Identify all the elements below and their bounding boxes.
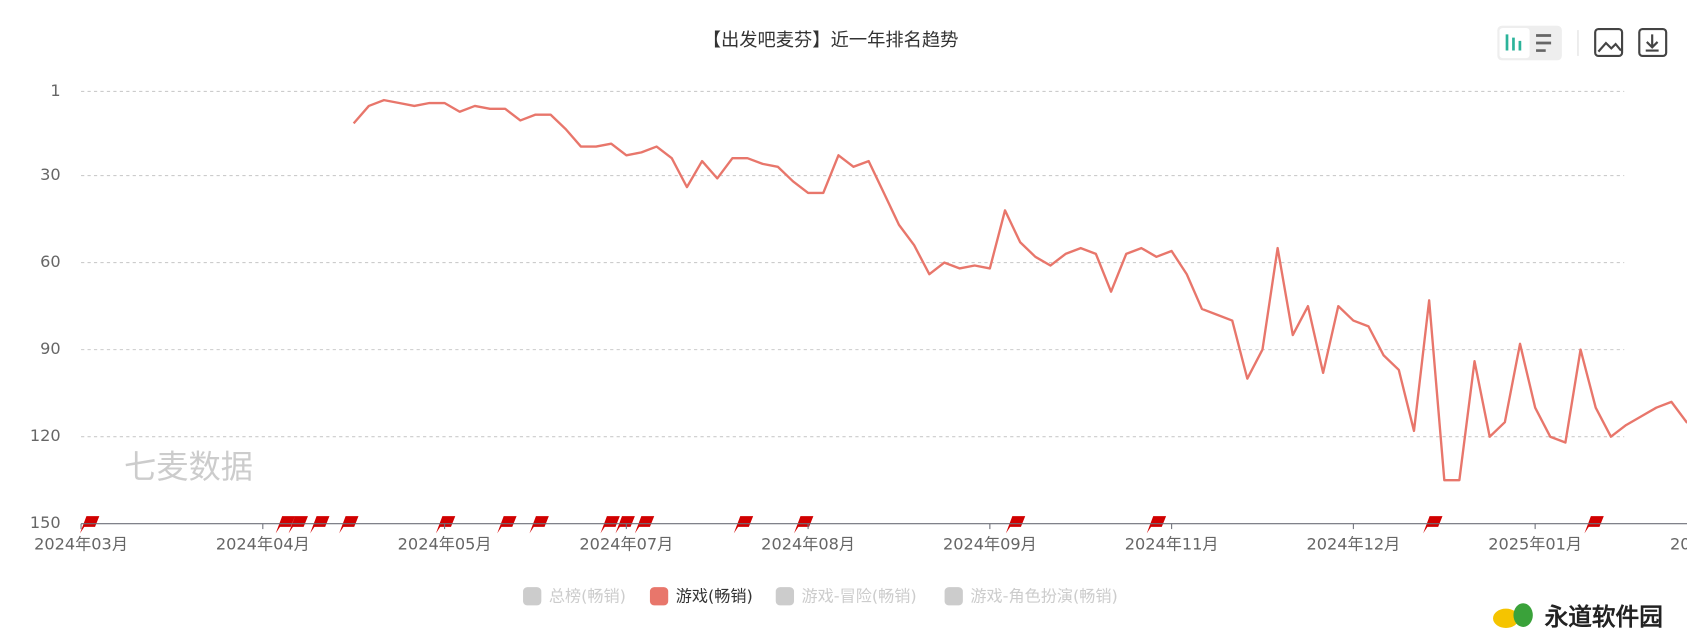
x-tick-label: 2024年09月 xyxy=(943,535,1037,554)
x-tick-label: 2024年08月 xyxy=(761,535,855,554)
list-icon[interactable] xyxy=(1536,34,1552,52)
image-btn[interactable] xyxy=(1594,27,1624,57)
x-tick-label: 2024年12月 xyxy=(1306,535,1400,554)
series-line xyxy=(352,98,1687,482)
legend-label[interactable]: 游戏-角色扮演(畅销) xyxy=(970,586,1117,605)
toolbar xyxy=(1497,25,1668,61)
x-tick-label: 2024年05月 xyxy=(398,535,492,554)
legend-label[interactable]: 游戏-冒险(畅销) xyxy=(802,586,917,605)
brand-logo: 永道软件园 xyxy=(1493,603,1663,631)
brand-name: 永道软件园 xyxy=(1545,603,1663,631)
legend-swatch xyxy=(944,587,963,606)
legend-swatch xyxy=(649,587,669,606)
y-tick-label: 150 xyxy=(30,513,61,532)
logo-leaf xyxy=(1513,603,1533,627)
x-tick-label: 2025年03月 xyxy=(1670,535,1687,554)
chart-title: 【出发吧麦芬】近一年排名趋势 xyxy=(703,30,959,51)
legend-swatch xyxy=(523,587,542,606)
legend-label[interactable]: 游戏(畅销) xyxy=(676,586,753,605)
y-tick-label: 90 xyxy=(40,339,61,358)
event-flags xyxy=(79,516,1604,534)
logo-leaf xyxy=(1493,608,1519,629)
x-tick-label: 2024年11月 xyxy=(1125,535,1219,554)
y-tick-label: 120 xyxy=(30,426,61,445)
flag xyxy=(79,516,1604,534)
download-icon xyxy=(1645,34,1659,52)
watermark: 七麦数据 xyxy=(124,448,253,486)
x-tick-label: 2024年04月 xyxy=(216,535,310,554)
legend-label[interactable]: 总榜(畅销) xyxy=(549,586,626,605)
x-tick-label: 2024年07月 xyxy=(579,535,673,554)
y-tick-label: 30 xyxy=(40,165,61,184)
y-tick-label: 60 xyxy=(40,252,61,271)
bar-icon xyxy=(1505,34,1522,51)
y-tick-label: 1 xyxy=(50,81,60,100)
image-icon xyxy=(1597,41,1622,53)
x-tick-label: 2024年03月 xyxy=(34,535,128,554)
legend-swatch xyxy=(775,587,795,606)
download-btn[interactable] xyxy=(1638,27,1668,57)
x-tick-label: 2025年01月 xyxy=(1488,535,1582,554)
